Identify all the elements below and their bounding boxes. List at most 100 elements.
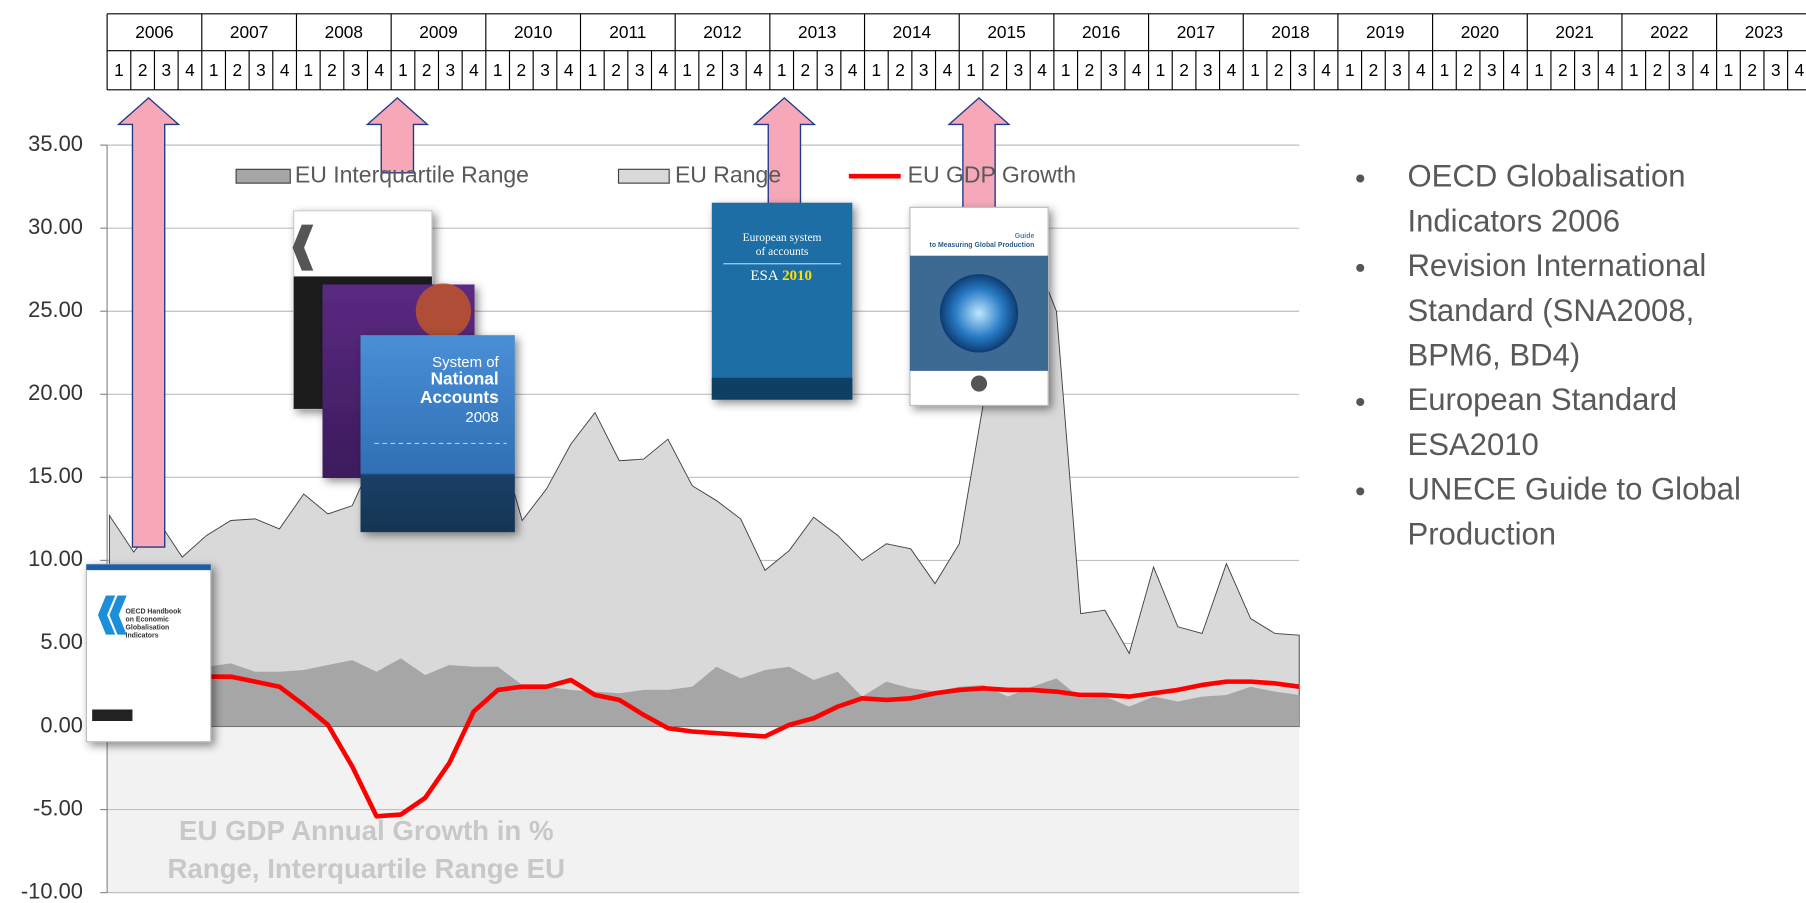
quarter-label: 2 [1085,60,1095,80]
quarter-label: 4 [375,60,385,80]
quarter-label: 4 [185,60,195,80]
year-label: 2023 [1745,22,1783,42]
quarter-label: 4 [564,60,574,80]
quarter-label: 3 [635,60,645,80]
quarter-label: 1 [1345,60,1355,80]
page: { "chart_data": { "type": "area-line", "… [0,0,1806,903]
quarter-label: 2 [611,60,621,80]
bullet-text: ESA2010 [1407,427,1538,462]
quarter-label: 2 [801,60,811,80]
quarter-label: 4 [1795,60,1805,80]
quarter-label: 3 [161,60,171,80]
bullet-dot [1356,264,1364,272]
quarter-label: 3 [919,60,929,80]
quarter-label: 1 [303,60,313,80]
y-tick-label: 20.00 [28,380,83,405]
quarter-label: 2 [138,60,148,80]
quarter-label: 2 [1274,60,1284,80]
quarter-label: 3 [540,60,550,80]
quarter-label: 4 [1605,60,1615,80]
quarter-label: 3 [1392,60,1402,80]
cover-sna: System of National Accounts 2008 [361,335,515,532]
quarter-label: 1 [1250,60,1260,80]
quarter-label: 1 [1440,60,1450,80]
cover-text: Accounts [420,387,499,407]
chart-title: EU GDP Annual Growth in % [179,815,554,846]
quarter-label: 4 [1700,60,1710,80]
year-label: 2019 [1366,22,1404,42]
year-label: 2021 [1555,22,1593,42]
quarter-label: 2 [1747,60,1757,80]
quarter-label: 2 [1369,60,1379,80]
legend-label: EU Interquartile Range [295,161,529,187]
year-label: 2006 [135,22,173,42]
quarter-label: 1 [209,60,219,80]
bullet-text: Production [1407,516,1556,551]
bullet-dot [1356,174,1364,182]
year-label: 2014 [893,22,932,42]
legend: EU Interquartile Range EU Range EU GDP Gro… [236,161,1076,187]
quarter-label: 2 [517,60,527,80]
cover-text: OECD Handbook [126,608,182,615]
y-tick-label: 35.00 [28,131,83,156]
cover-text: National [431,369,499,389]
cover-text: Globalisation [126,625,170,632]
quarter-label: 4 [659,60,669,80]
quarter-label: 2 [706,60,716,80]
cover-text: on Economic [126,616,170,623]
chart: -10.00-5.000.005.0010.0015.0020.0025.003… [0,0,1806,903]
arrow [949,98,1009,211]
quarter-label: 3 [1676,60,1686,80]
quarter-label: 2 [327,60,337,80]
quarter-label: 1 [1724,60,1734,80]
legend-swatch [236,169,290,183]
cover-text: of accounts [756,246,809,258]
y-tick-label: 30.00 [28,214,83,239]
quarter-label: 1 [682,60,692,80]
year-label: 2009 [419,22,457,42]
quarter-label: 1 [114,60,124,80]
quarter-label: 4 [753,60,763,80]
quarter-label: 4 [1416,60,1426,80]
legend-label: EU Range [675,161,781,187]
quarter-label: 4 [469,60,479,80]
y-tick-label: -10.00 [21,878,83,903]
year-label: 2010 [514,22,552,42]
bullet-text: European Standard [1407,382,1677,417]
quarter-label: 4 [1132,60,1142,80]
y-tick-label: 25.00 [28,297,83,322]
quarter-label: 4 [848,60,858,80]
bullet-text: OECD Globalisation [1407,159,1685,194]
y-tick-label: -5.00 [33,795,83,820]
quarter-label: 4 [1227,60,1237,80]
quarter-label: 3 [1771,60,1781,80]
quarter-label: 2 [1558,60,1568,80]
year-label: 2022 [1650,22,1688,42]
year-label: 2016 [1082,22,1120,42]
quarter-label: 2 [1463,60,1473,80]
legend-swatch [619,169,670,183]
cover-esa: European system of accounts ESA 2010 [712,203,853,400]
year-label: 2011 [609,22,646,42]
quarter-label: 3 [351,60,361,80]
quarter-label: 2 [895,60,905,80]
year-label: 2012 [703,22,741,42]
quarter-label: 1 [1156,60,1166,80]
year-label: 2013 [798,22,836,42]
cover-text: European system [743,232,822,244]
quarter-label: 3 [1014,60,1024,80]
quarter-label: 1 [1534,60,1544,80]
range-area [109,250,1299,727]
bullet-text: BPM6, BD4) [1407,338,1580,373]
legend-label: EU GDP Growth [908,161,1076,187]
cover-text: ESA [750,268,778,284]
quarter-label: 1 [398,60,408,80]
cover-unece: Guide to Measuring Global Production [910,207,1048,405]
bullet-text: Revision International [1407,248,1706,283]
y-tick-label: 15.00 [28,463,83,488]
year-label: 2017 [1177,22,1215,42]
quarter-label: 3 [1298,60,1308,80]
quarter-label: 1 [777,60,787,80]
quarter-label: 2 [1179,60,1189,80]
